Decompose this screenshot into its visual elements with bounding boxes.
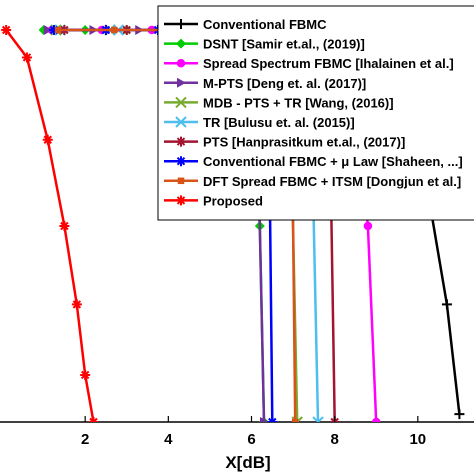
legend-label: M-PTS [Deng et. al. (2017)] [203, 76, 366, 91]
series-1-point [454, 409, 465, 420]
legend-marker [176, 136, 186, 147]
legend-entry-1: Conventional FBMC [164, 17, 327, 32]
legend-label: MDB - PTS + TR [Wang, (2016)] [203, 95, 394, 110]
legend-marker [176, 58, 186, 68]
legend-label: Conventional FBMC [203, 17, 327, 32]
x-tick-label: 4 [164, 431, 173, 448]
legend: Conventional FBMC DSNT [Samir et.al., (20… [157, 5, 474, 221]
series-3-point [371, 417, 381, 422]
x-tick-label: 2 [81, 431, 89, 448]
legend-entry-10: Proposed [164, 193, 263, 208]
legend-label: TR [Bulusu et. al. (2015)] [203, 115, 355, 130]
legend-marker [176, 195, 186, 206]
legend-entry-3: Spread Spectrum FBMC [Ihalainen et al.] [164, 56, 454, 71]
series-5-point [291, 416, 303, 422]
legend-entry-5: MDB - PTS + TR [Wang, (2016)] [164, 95, 394, 110]
legend-label: Conventional FBMC + μ Law [Shaheen, ...] [203, 154, 463, 169]
series-3-point [363, 221, 373, 231]
legend-marker [175, 116, 187, 128]
x-tick-label: 8 [330, 431, 338, 448]
series-10 [1, 25, 99, 422]
legend-entry-8: Conventional FBMC + μ Law [Shaheen, ...] [164, 154, 463, 169]
legend-entry-9: DFT Spread FBMC + ITSM [Dongjun et al.] [164, 174, 461, 189]
series-line-10 [5, 29, 95, 422]
legend-marker [177, 77, 186, 88]
legend-marker [176, 156, 186, 167]
series-8-point [267, 417, 278, 422]
series-10-point [42, 134, 53, 145]
series-10-point [71, 299, 82, 310]
legend-entry-7: PTS [Hanprasitkum et.al., (2017)] [164, 135, 405, 150]
series-8-point [48, 25, 59, 35]
legend-marker [176, 19, 186, 29]
series-6-point [312, 416, 324, 422]
series-10-point [80, 369, 91, 380]
series-10-point [1, 25, 12, 35]
series-4-point [43, 25, 53, 35]
legend-entry-6: TR [Bulusu et. al. (2015)] [164, 115, 355, 130]
x-tick-label: 6 [247, 431, 255, 448]
series-10-point [21, 52, 32, 63]
legend-entry-4: M-PTS [Deng et. al. (2017)] [164, 76, 366, 91]
series-10-point [88, 417, 99, 422]
series-10-point [59, 221, 70, 231]
legend-label: DFT Spread FBMC + ITSM [Dongjun et al.] [203, 174, 461, 189]
x-ticks: 2 4 6 8 10 [81, 416, 426, 448]
legend-marker [177, 177, 185, 185]
legend-label: PTS [Hanprasitkum et.al., (2017)] [203, 135, 405, 150]
series-9-point [291, 418, 299, 422]
x-tick-label: 10 [409, 431, 426, 448]
series-9-point [111, 26, 118, 34]
legend-label: Spread Spectrum FBMC [Ihalainen et al.] [203, 56, 454, 71]
legend-box [157, 5, 474, 221]
series-1-point [441, 299, 452, 310]
legend-marker [176, 38, 186, 49]
series-9-point [54, 26, 62, 34]
x-axis-label: X[dB] [225, 453, 270, 472]
series-4-point [259, 417, 269, 422]
legend-label: DSNT [Samir et.al., (2019)] [203, 37, 365, 52]
legend-marker [175, 96, 187, 109]
legend-entry-2: DSNT [Samir et.al., (2019)] [164, 37, 365, 52]
legend-label: Proposed [203, 193, 263, 208]
